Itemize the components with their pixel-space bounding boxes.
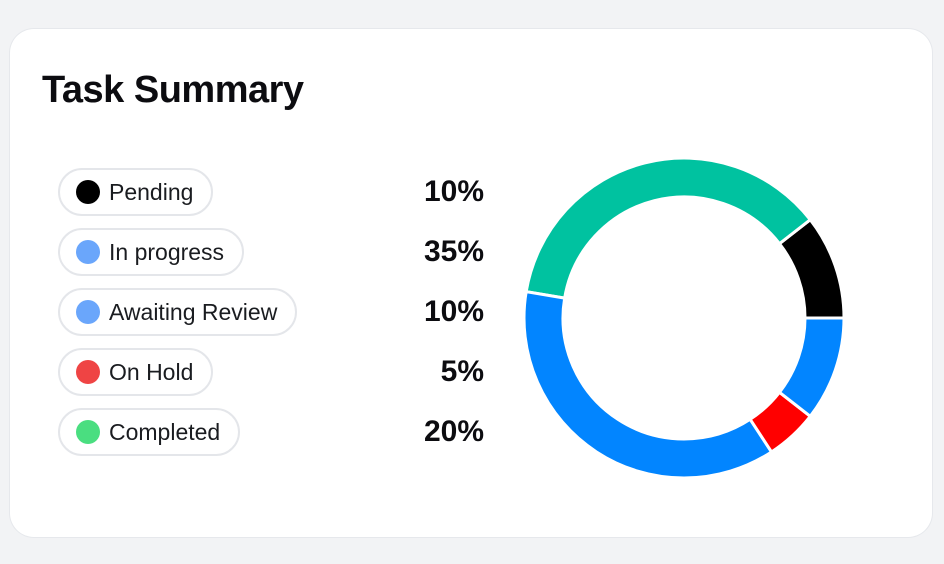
status-dot-icon [76, 240, 100, 264]
donut-segment-3 [522, 289, 774, 480]
legend-percentage: 5% [440, 355, 484, 388]
status-dot-icon [76, 180, 100, 204]
legend-row-pending: Pending 10% [58, 168, 498, 220]
legend-row-in-progress: In progress 35% [58, 228, 498, 280]
card-title: Task Summary [42, 69, 304, 111]
status-dot-icon [76, 300, 100, 324]
legend-pill-on-hold[interactable]: On Hold [58, 348, 214, 396]
legend-row-on-hold: On Hold 5% [58, 348, 498, 400]
legend-pill-awaiting-review[interactable]: Awaiting Review [58, 288, 298, 336]
legend-percentage: 10% [423, 295, 484, 328]
legend-label: Awaiting Review [109, 298, 278, 325]
legend-pill-completed[interactable]: Completed [58, 408, 241, 456]
legend-label: Completed [109, 418, 221, 445]
status-dot-icon [76, 420, 100, 444]
donut-segment-5 [777, 316, 846, 419]
legend-percentage: 35% [423, 235, 484, 268]
legend-row-completed: Completed 20% [58, 408, 498, 460]
status-dot-icon [76, 360, 100, 384]
legend-percentage: 10% [423, 175, 484, 208]
legend-label: Pending [109, 178, 194, 205]
legend-label: On Hold [109, 358, 194, 385]
donut-segment-2 [524, 156, 813, 300]
legend-row-awaiting-review: Awaiting Review 10% [58, 288, 498, 340]
legend-pill-pending[interactable]: Pending [58, 168, 214, 216]
legend-pill-in-progress[interactable]: In progress [58, 228, 245, 276]
legend-percentage: 20% [423, 415, 484, 448]
donut-segment-4 [748, 390, 813, 455]
donut-chart [522, 156, 846, 480]
legend-label: In progress [109, 238, 225, 265]
legend: Pending 10% In progress 35% Awaiting Rev… [58, 168, 498, 468]
